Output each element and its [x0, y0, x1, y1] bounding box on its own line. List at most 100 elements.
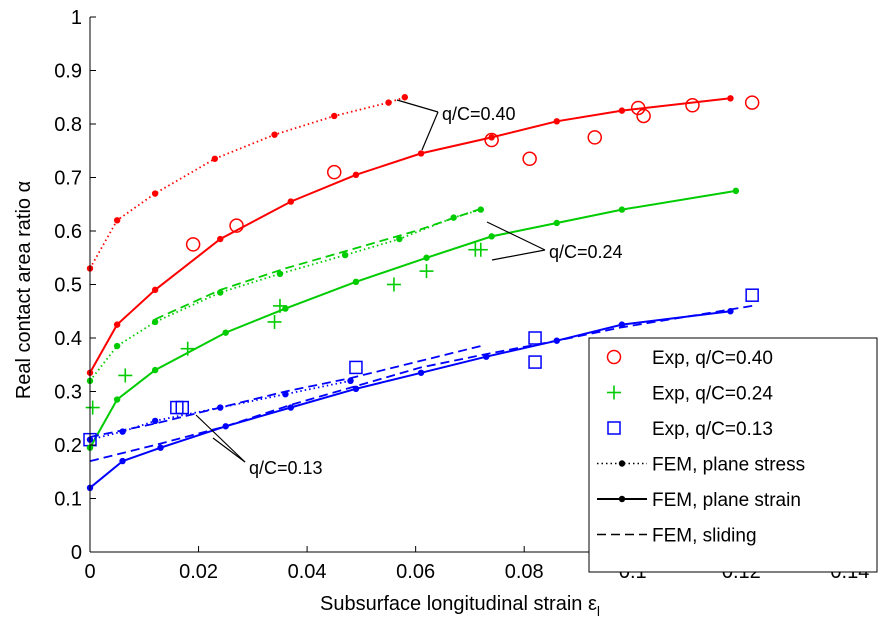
- legend-item: FEM, sliding: [597, 526, 757, 547]
- data-point-strain-013: [352, 385, 360, 393]
- data-point-strain-013: [553, 337, 560, 344]
- data-point-exp-040: [185, 237, 201, 252]
- data-point-exp-024: [118, 368, 133, 383]
- annotation-pointer: [491, 249, 546, 261]
- plot-layer: [83, 94, 760, 491]
- data-point-strain-024: [113, 396, 121, 403]
- data-point-strain-024: [352, 278, 360, 286]
- legend-label: Exp, q/C=0.24: [652, 384, 773, 405]
- data-point-stress-024: [113, 342, 121, 350]
- data-point-stress-040: [151, 190, 159, 197]
- data-point-strain-040: [352, 171, 360, 179]
- data-point-stress-024: [276, 270, 284, 277]
- legend: Exp, q/C=0.40 Exp, q/C=0.24 Exp, q/C=0.13 F…: [588, 337, 878, 573]
- data-point-exp-040: [630, 100, 646, 116]
- data-point-strain-013: [417, 369, 425, 376]
- y-tick-label: 0.2: [54, 435, 82, 457]
- legend-marker: [607, 385, 621, 400]
- x-tick-label: 0.06: [396, 561, 435, 583]
- data-point-exp-040: [636, 108, 651, 124]
- y-tick-label: 0.1: [54, 489, 82, 511]
- data-point-stress-013: [347, 377, 354, 384]
- data-point-stress-024: [341, 251, 349, 259]
- data-point-strain-013: [287, 404, 295, 411]
- data-point-strain-040: [553, 118, 560, 125]
- data-point-strain-024: [423, 254, 430, 261]
- series-line-stress-013: [89, 379, 351, 441]
- data-point-strain-040: [488, 134, 495, 141]
- annotation-pointer: [212, 437, 246, 463]
- data-point-strain-024: [553, 219, 560, 227]
- y-tick-label: 1: [71, 7, 82, 29]
- series-line-slide-024: [154, 206, 487, 321]
- data-point-exp-013: [528, 355, 542, 369]
- annotation-pointer: [486, 221, 546, 251]
- data-point-strain-013: [222, 423, 229, 430]
- legend-label: Exp, q/C=0.40: [652, 348, 773, 369]
- data-point-exp-040: [484, 132, 499, 148]
- annotation-q040: q/C=0.40: [442, 104, 516, 124]
- data-point-stress-040: [331, 112, 338, 120]
- data-point-strain-024: [222, 329, 229, 336]
- data-point-exp-013: [528, 331, 542, 345]
- annotation-pointer: [421, 111, 439, 151]
- data-point-exp-013: [175, 400, 190, 415]
- x-tick-label: 0.02: [179, 561, 218, 583]
- legend-item: FEM, plane stress: [597, 455, 805, 476]
- x-axis-label: Subsurface longitudinal strain εl: [320, 593, 600, 619]
- data-point-exp-013: [349, 360, 363, 375]
- series-line-stress-024: [89, 208, 482, 382]
- data-point-strain-040: [113, 321, 121, 328]
- legend-label: FEM, plane strain: [652, 490, 801, 511]
- data-point-stress-040: [113, 217, 121, 224]
- data-point-exp-040: [326, 164, 342, 180]
- x-tick-label: 0.04: [288, 561, 327, 583]
- data-point-stress-024: [450, 214, 457, 221]
- data-point-exp-024: [267, 314, 282, 329]
- legend-marker: [618, 495, 626, 503]
- data-point-strain-013: [119, 457, 126, 465]
- data-point-strain-040: [727, 95, 734, 102]
- data-point-stress-040: [401, 94, 408, 101]
- legend-marker: [607, 421, 621, 435]
- data-point-stress-013: [217, 404, 224, 411]
- data-point-strain-040: [618, 107, 626, 114]
- y-tick-label: 0.7: [54, 168, 82, 190]
- y-tick-label: 0.3: [54, 382, 82, 404]
- series-line-slide-013: [89, 305, 753, 462]
- data-point-stress-024: [217, 289, 224, 296]
- data-point-strain-013: [483, 353, 490, 360]
- legend-items: Exp, q/C=0.40 Exp, q/C=0.24 Exp, q/C=0.13 F…: [597, 348, 805, 547]
- legend-item: Exp, q/C=0.13: [607, 419, 773, 440]
- data-point-exp-024: [419, 264, 434, 279]
- data-point-stress-024: [477, 206, 484, 213]
- data-point-strain-024: [151, 366, 159, 374]
- data-point-stress-040: [271, 131, 278, 138]
- data-point-stress-024: [151, 318, 159, 326]
- legend-item: Exp, q/C=0.24: [607, 384, 773, 405]
- legend-item: FEM, plane strain: [597, 490, 801, 511]
- x-axis-label-subscript: l: [597, 603, 600, 619]
- data-point-stress-040: [385, 99, 392, 106]
- y-tick-label: 0.4: [54, 328, 82, 350]
- data-point-exp-040: [522, 151, 537, 167]
- y-tick-label: 0: [71, 542, 82, 564]
- legend-marker: [618, 460, 626, 467]
- data-point-strain-013: [618, 321, 626, 328]
- data-point-exp-040: [587, 130, 603, 145]
- data-point-exp-024: [386, 277, 401, 292]
- data-point-strain-024: [282, 305, 289, 312]
- y-tick-label: 0.8: [54, 114, 82, 136]
- series-line-stress-040: [89, 96, 406, 269]
- data-point-exp-013: [745, 288, 759, 302]
- legend-label: Exp, q/C=0.13: [652, 419, 773, 440]
- annotation-layer: q/C=0.40 q/C=0.24 q/C=0.13: [195, 99, 623, 478]
- legend-item: Exp, q/C=0.40: [606, 348, 773, 369]
- legend-label: FEM, plane stress: [652, 455, 805, 476]
- legend-box: [588, 337, 878, 573]
- data-point-exp-024: [85, 400, 100, 415]
- data-point-exp-024: [473, 242, 488, 257]
- data-point-exp-040: [229, 218, 244, 233]
- data-point-stress-013: [119, 428, 126, 435]
